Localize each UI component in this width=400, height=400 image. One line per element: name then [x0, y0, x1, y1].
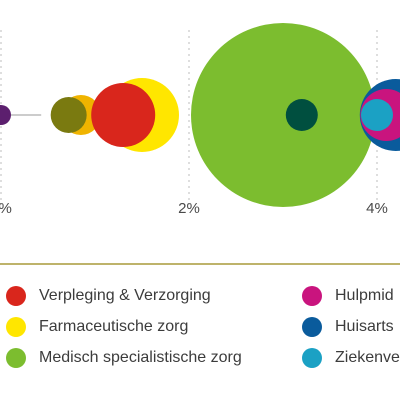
- legend-label: Verpleging & Verzorging: [39, 287, 211, 304]
- bubble-2: [50, 97, 87, 133]
- x-tick-label-2: 4%: [366, 200, 388, 217]
- legend-item-huisarts: Huisarts: [302, 317, 394, 337]
- legend-swatch: [6, 317, 26, 337]
- legend-swatch: [302, 286, 322, 306]
- legend-item-farmaceutisch: Farmaceutische zorg: [6, 317, 188, 337]
- legend-item-verpleging: Verpleging & Verzorging: [6, 286, 211, 306]
- gridlines: [0, 30, 378, 205]
- bubbles: [0, 23, 400, 207]
- bubble-9: [361, 99, 393, 131]
- bubble-4: [91, 83, 156, 147]
- legend-label: Ziekenve: [335, 349, 400, 366]
- legend-label: Huisarts: [335, 318, 394, 335]
- legend-swatch: [6, 348, 26, 368]
- legend-item-medisch: Medisch specialistische zorg: [6, 348, 242, 368]
- x-tick-label-0: 0%: [0, 200, 12, 217]
- legend-swatch: [302, 317, 322, 337]
- bubble-5: [191, 23, 375, 207]
- legend-label: Farmaceutische zorg: [39, 318, 189, 335]
- legend-item-ziekenve: Ziekenve: [302, 348, 400, 368]
- legend-swatch: [6, 286, 26, 306]
- x-tick-label-1: 2%: [178, 200, 200, 217]
- x-axis-ticks: 0% 2% 4%: [0, 200, 388, 217]
- legend: Verpleging & Verzorging Farmaceutische z…: [0, 278, 400, 388]
- legend-item-hulpmid: Hulpmid: [302, 286, 394, 306]
- bubble-0: [0, 105, 11, 125]
- legend-swatch: [302, 348, 322, 368]
- bubble-6: [285, 99, 318, 131]
- legend-label: Medisch specialistische zorg: [39, 349, 242, 366]
- legend-label: Hulpmid: [335, 287, 394, 304]
